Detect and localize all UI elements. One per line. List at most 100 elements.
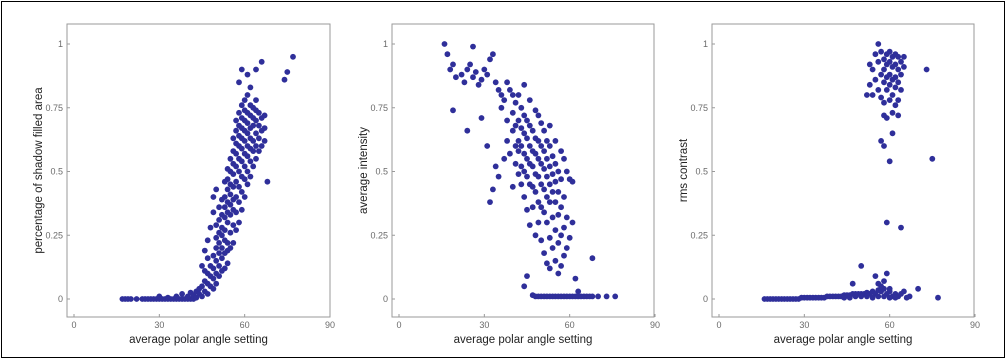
data-point [244, 120, 251, 126]
data-point [495, 173, 502, 180]
data-point [526, 97, 533, 103]
data-point [216, 273, 223, 279]
data-point [241, 176, 248, 183]
data-point [538, 143, 545, 149]
data-point [552, 138, 559, 144]
data-point [524, 155, 530, 162]
data-point [475, 81, 482, 88]
data-point [875, 58, 882, 65]
data-point [541, 148, 547, 155]
data-point [484, 71, 491, 78]
data-point [898, 71, 904, 78]
data-point [470, 43, 476, 50]
data-point [526, 143, 533, 149]
data-point [866, 81, 873, 88]
data-point [241, 194, 248, 200]
data-point [219, 196, 225, 203]
data-point [521, 112, 528, 119]
data-point [507, 87, 513, 93]
data-point [538, 120, 545, 126]
data-point [895, 66, 902, 73]
data-point [544, 155, 550, 162]
data-point [253, 97, 259, 103]
data-point [210, 265, 217, 272]
data-point [521, 130, 528, 137]
data-point [199, 263, 205, 269]
y-tick-label: 0 [383, 294, 388, 304]
data-point [898, 58, 904, 65]
data-point [883, 270, 890, 277]
x-tick-label: 60 [885, 320, 895, 330]
data-point [864, 293, 870, 300]
y-tick-label: 0.25 [370, 230, 388, 240]
y-axis-label: percentage of shadow filled area [33, 87, 45, 254]
data-point [524, 206, 530, 213]
data-point [204, 237, 211, 244]
data-point [179, 291, 186, 297]
data-point [558, 176, 564, 183]
data-point [253, 143, 259, 149]
chart-panel-3: 0 0.25 0.5 0.75 1 0 30 60 90 average polar angle … [678, 23, 980, 346]
data-point [244, 71, 251, 78]
x-tick-label: 60 [240, 320, 250, 330]
data-point [544, 260, 550, 267]
data-point [549, 245, 556, 251]
data-point [552, 178, 559, 185]
data-point [507, 150, 513, 157]
data-point [558, 263, 564, 269]
data-point [512, 122, 519, 129]
data-point [238, 102, 245, 109]
data-point [156, 293, 163, 300]
data-point [901, 64, 907, 70]
data-point [869, 66, 876, 73]
data-point [490, 186, 496, 193]
data-point [561, 224, 567, 231]
data-point [532, 189, 539, 195]
data-point [213, 222, 220, 229]
data-point [444, 51, 451, 58]
data-point [238, 158, 245, 165]
data-point [227, 191, 234, 198]
data-point [256, 148, 262, 155]
data-point [555, 189, 562, 195]
data-point [892, 84, 899, 91]
data-point [569, 178, 576, 185]
data-point [447, 66, 454, 73]
data-point [207, 224, 214, 231]
x-tick-label: 0 [396, 320, 401, 330]
data-point [127, 296, 134, 302]
data-point [538, 181, 545, 188]
data-point [849, 280, 856, 287]
data-point [227, 229, 234, 236]
data-point [247, 84, 254, 91]
data-point [552, 199, 559, 206]
data-point [213, 234, 220, 241]
data-point [509, 183, 516, 190]
data-point [555, 270, 562, 277]
data-point [504, 79, 510, 86]
data-point [230, 135, 237, 142]
data-point [538, 237, 545, 244]
data-point [535, 112, 542, 119]
data-point [541, 209, 547, 216]
data-point [878, 71, 884, 78]
data-point [253, 130, 259, 137]
data-point [210, 209, 217, 216]
x-axis-label: average polar angle setting [129, 334, 268, 346]
data-point [892, 294, 899, 301]
data-point [526, 222, 533, 229]
data-point [213, 280, 220, 287]
y-tick-label: 0 [58, 294, 63, 304]
data-point [515, 138, 522, 144]
data-point [501, 97, 508, 103]
data-point [895, 53, 902, 60]
data-point [541, 186, 547, 193]
data-point [219, 232, 225, 239]
data-point [886, 285, 893, 292]
x-axis-label: average polar angle setting [774, 334, 913, 346]
data-point [230, 171, 237, 178]
data-point [518, 143, 525, 149]
data-point [892, 74, 899, 81]
data-point [532, 232, 539, 239]
data-point [558, 148, 564, 155]
